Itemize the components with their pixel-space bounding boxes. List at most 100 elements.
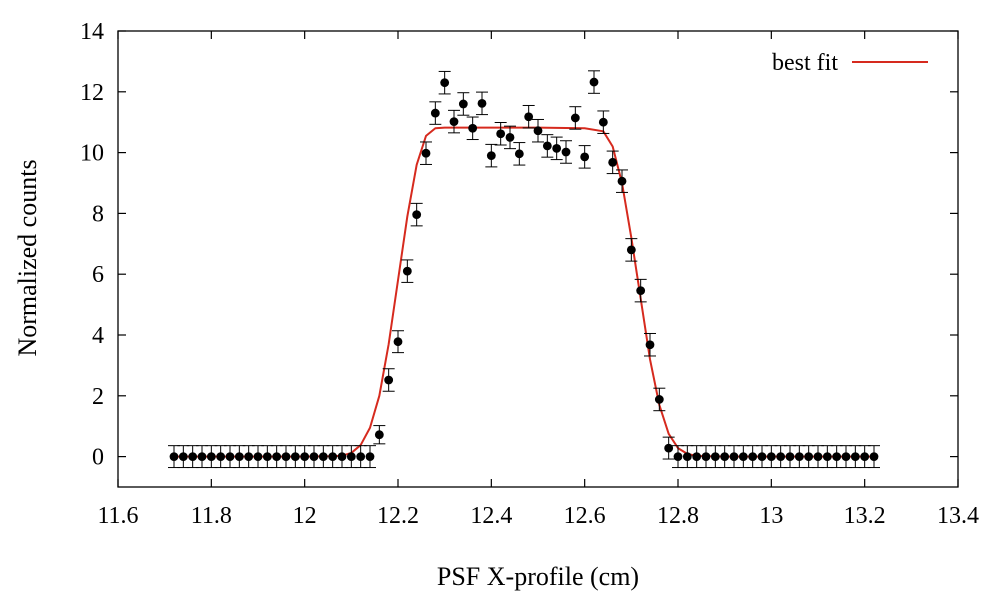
data-point [681, 445, 694, 469]
data-marker [720, 452, 730, 461]
data-marker [421, 148, 431, 158]
data-point [569, 106, 582, 130]
data-point [812, 445, 824, 469]
data-marker [346, 452, 356, 461]
data-point [588, 70, 600, 94]
data-point [289, 445, 302, 469]
data-marker [710, 452, 720, 461]
data-point [326, 445, 339, 469]
data-marker [337, 452, 347, 461]
data-marker [430, 108, 440, 118]
data-marker [384, 375, 394, 385]
y-tick-label: 4 [92, 323, 104, 349]
data-point [718, 445, 731, 469]
data-point [364, 445, 376, 469]
data-marker [477, 98, 487, 108]
data-marker [608, 157, 618, 167]
best-fit-line [174, 126, 874, 458]
data-point [868, 445, 880, 469]
data-marker [598, 117, 608, 127]
data-point [606, 150, 619, 175]
data-point [466, 116, 479, 141]
data-marker [757, 452, 767, 461]
data-marker [225, 452, 235, 461]
data-point [438, 70, 451, 95]
data-marker [776, 452, 786, 461]
data-marker [524, 112, 534, 122]
data-marker [496, 129, 506, 139]
data-marker [701, 452, 711, 461]
y-tick-label: 0 [92, 445, 104, 471]
data-marker [234, 452, 244, 461]
data-marker [664, 443, 674, 453]
data-point [625, 238, 638, 262]
data-marker [244, 452, 254, 461]
data-point [485, 143, 498, 168]
data-marker [206, 452, 216, 461]
data-marker [682, 452, 692, 461]
x-tick-label: 12.8 [657, 503, 699, 529]
data-marker [486, 151, 496, 161]
data-marker [253, 452, 263, 461]
data-point [373, 425, 386, 445]
data-point [196, 445, 208, 469]
data-point [410, 202, 423, 227]
data-marker [860, 452, 870, 461]
x-tick-label: 12.2 [377, 503, 419, 529]
data-point [550, 136, 563, 161]
x-axis-title: PSF X-profile (cm) [437, 562, 639, 591]
x-tick-label: 12.6 [564, 503, 606, 529]
data-point [662, 436, 675, 460]
data-marker [626, 245, 636, 255]
data-marker [328, 452, 338, 461]
data-point [522, 104, 535, 129]
data-marker [412, 210, 422, 220]
data-marker [673, 452, 683, 461]
data-marker [692, 452, 702, 461]
data-marker [449, 117, 459, 126]
data-point [448, 109, 460, 134]
labels-layer: PSF X-profile (cm) Normalized counts [13, 159, 639, 591]
data-point [382, 368, 395, 392]
data-marker [813, 452, 823, 461]
data-point [177, 445, 190, 469]
data-marker [402, 266, 412, 276]
data-marker [561, 147, 571, 157]
data-marker [365, 452, 375, 461]
data-marker [617, 176, 627, 186]
x-tick-label: 13.2 [844, 503, 886, 529]
data-point [784, 445, 796, 469]
data-marker [841, 452, 851, 461]
data-marker [580, 152, 590, 162]
axes-layer: 11.6 11.8 12 12.2 12.4 12.6 12.8 13 13.2 13.4 0 2 4 6… [80, 19, 979, 529]
data-point [513, 142, 526, 166]
x-tick-label: 11.6 [97, 503, 138, 529]
data-marker [374, 430, 384, 440]
y-tick-label: 8 [92, 201, 104, 227]
data-point [560, 140, 572, 164]
data-marker [197, 452, 207, 461]
data-point [401, 259, 414, 283]
data-point [653, 387, 666, 412]
data-marker [300, 452, 310, 461]
data-point [578, 145, 591, 169]
data-marker [514, 149, 524, 159]
data-marker [262, 452, 272, 461]
data-point [392, 330, 404, 354]
legend: best fit [772, 50, 928, 76]
data-marker [766, 452, 776, 461]
data-marker [533, 126, 543, 136]
data-point [728, 445, 740, 469]
data-marker [832, 452, 842, 461]
data-marker [570, 113, 580, 123]
data-marker [794, 452, 804, 461]
data-marker [729, 452, 739, 461]
data-marker [822, 452, 832, 461]
data-marker [785, 452, 795, 461]
data-marker [309, 452, 319, 461]
data-marker [645, 340, 655, 350]
data-point [802, 445, 815, 469]
data-marker [636, 286, 646, 296]
data-point [616, 169, 628, 193]
